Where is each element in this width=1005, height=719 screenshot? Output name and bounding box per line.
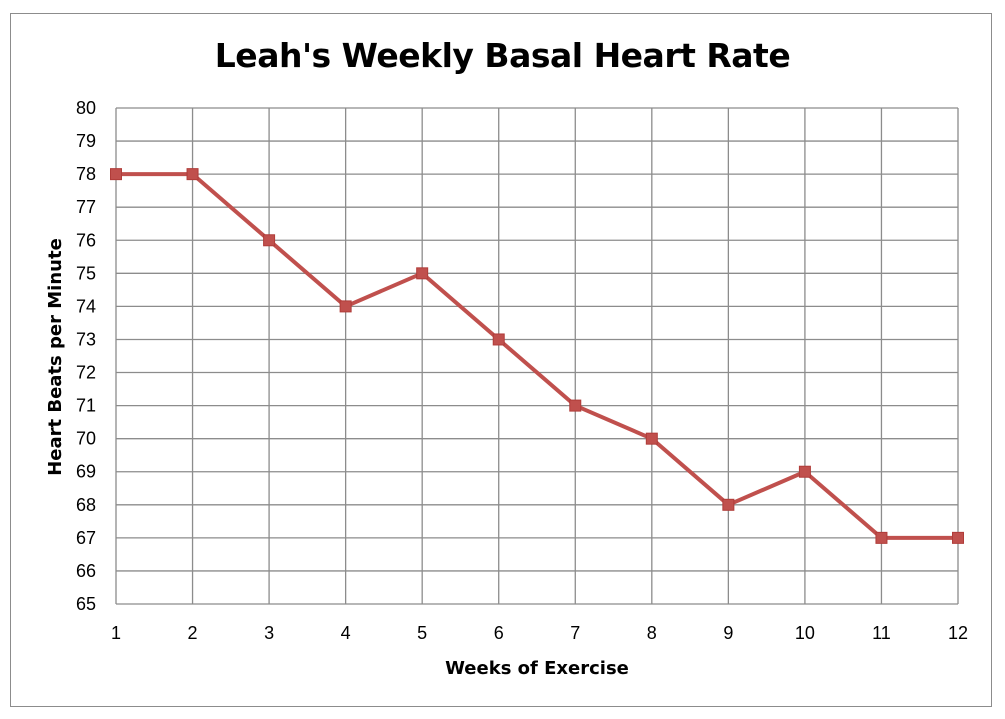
y-tick-label: 66 xyxy=(76,561,96,581)
x-tick-label: 2 xyxy=(188,623,198,643)
series-heart-rate xyxy=(110,168,964,544)
x-tick-label: 11 xyxy=(872,623,891,643)
x-tick-label: 9 xyxy=(723,623,733,643)
y-tick-label: 78 xyxy=(76,164,96,184)
x-tick-label: 4 xyxy=(341,623,351,643)
y-axis-ticks: 65 66 67 68 69 70 71 72 73 74 75 76 77 78 79 80 xyxy=(76,98,96,614)
series-line xyxy=(116,172,958,540)
x-tick-label: 8 xyxy=(647,623,657,643)
data-point-marker xyxy=(569,399,582,412)
y-tick-label: 68 xyxy=(76,495,96,515)
data-point-marker xyxy=(492,333,505,346)
x-tick-label: 3 xyxy=(264,623,274,643)
data-point-marker xyxy=(110,168,122,181)
y-tick-label: 70 xyxy=(76,429,96,449)
y-tick-label: 73 xyxy=(76,329,96,349)
y-tick-label: 79 xyxy=(76,131,96,151)
x-tick-label: 10 xyxy=(795,623,815,643)
grid-lines xyxy=(115,107,959,605)
x-tick-label: 6 xyxy=(494,623,504,643)
y-tick-label: 75 xyxy=(76,263,96,283)
y-tick-label: 71 xyxy=(76,396,96,416)
data-point-marker xyxy=(339,300,352,313)
chart-frame xyxy=(10,13,992,707)
x-tick-label: 7 xyxy=(570,623,580,643)
y-tick-label: 76 xyxy=(76,230,96,250)
chart-title: Leah's Weekly Basal Heart Rate xyxy=(214,36,791,75)
y-tick-label: 77 xyxy=(76,197,96,217)
y-tick-label: 69 xyxy=(76,462,96,482)
data-point-marker xyxy=(722,498,735,511)
data-point-marker xyxy=(645,432,658,445)
y-tick-label: 67 xyxy=(76,528,96,548)
data-point-marker xyxy=(186,168,199,181)
y-tick-label: 74 xyxy=(76,296,96,316)
y-tick-label: 65 xyxy=(76,594,96,614)
data-point-marker xyxy=(416,267,429,280)
y-tick-label: 72 xyxy=(76,363,96,383)
data-point-marker xyxy=(875,531,888,544)
x-tick-label: 5 xyxy=(417,623,427,643)
y-axis-title: Heart Beats per Minute xyxy=(45,238,66,476)
x-axis-title: Weeks of Exercise xyxy=(445,658,629,679)
data-point-marker xyxy=(263,234,276,247)
data-point-marker xyxy=(952,531,964,544)
x-tick-label: 1 xyxy=(111,623,121,643)
data-point-marker xyxy=(798,465,811,478)
x-axis-ticks: 1 2 3 4 5 6 7 8 9 10 11 12 xyxy=(111,623,968,643)
x-tick-label: 12 xyxy=(948,623,968,643)
y-tick-label: 80 xyxy=(76,98,96,118)
